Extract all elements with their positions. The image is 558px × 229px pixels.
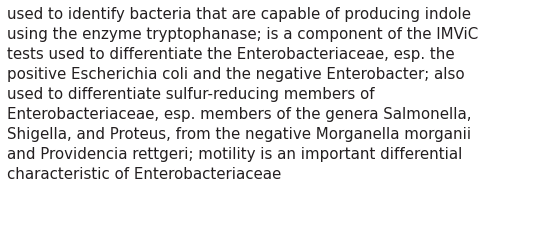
Text: used to identify bacteria that are capable of producing indole
using the enzyme : used to identify bacteria that are capab… (7, 7, 478, 181)
